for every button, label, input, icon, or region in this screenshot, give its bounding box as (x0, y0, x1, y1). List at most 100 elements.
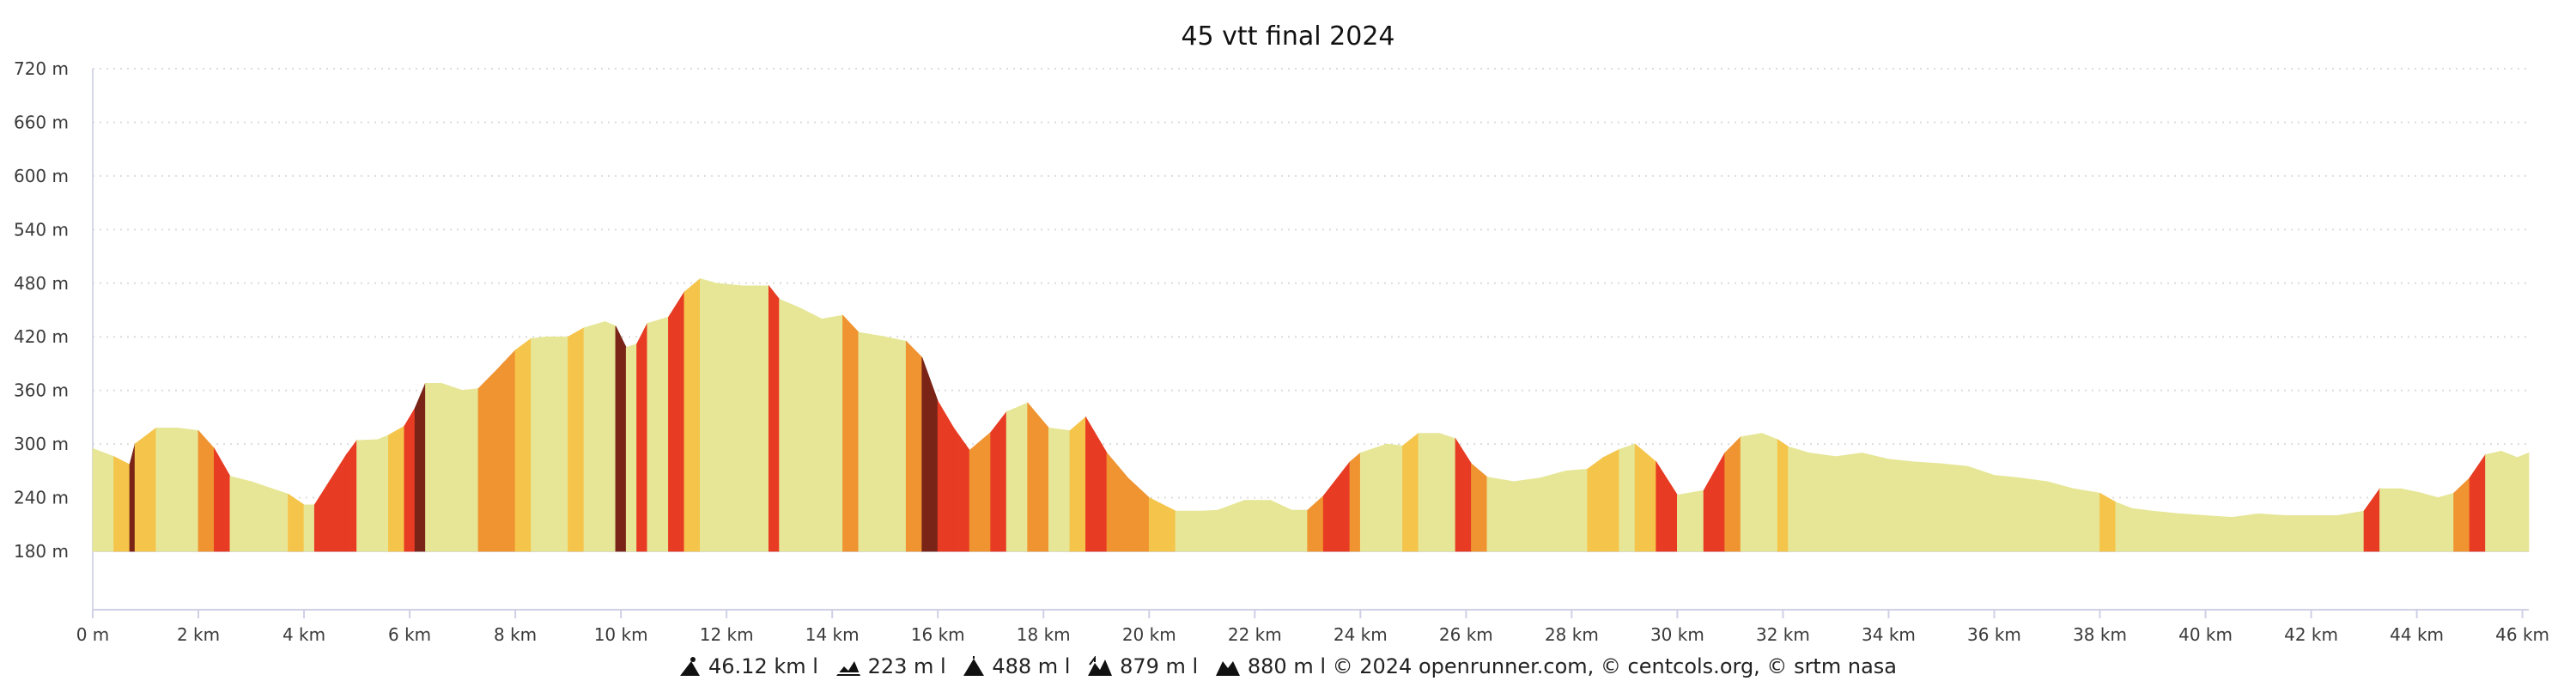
elevation-gain-stat: 879 m l (1087, 654, 1198, 678)
x-tick-label: 26 km (1439, 624, 1493, 645)
y-tick-label: 600 m (14, 166, 69, 186)
elevation-segment (636, 323, 648, 552)
elevation-segment (1106, 452, 1129, 552)
distance-stat: 46.12 km l (679, 654, 818, 678)
elevation-segment (1513, 477, 1540, 552)
chart-title: 45 vtt final 2024 (1181, 21, 1394, 52)
elevation-segment (700, 278, 717, 552)
max-elevation-value: 488 m l (992, 654, 1071, 678)
elevation-segment (1048, 427, 1071, 552)
min-elevation-value: 223 m l (867, 654, 946, 678)
elevation-segment (1967, 465, 1995, 552)
elevation-segment (129, 444, 136, 552)
elevation-segment (768, 284, 781, 552)
x-tick-label: 38 km (2073, 624, 2127, 645)
elevation-segment (1703, 451, 1726, 552)
elevation-segment (2336, 510, 2365, 552)
elevation-segment (921, 357, 939, 552)
elevation-segment (1761, 433, 1778, 552)
y-tick-label: 660 m (14, 112, 69, 132)
elevation-segment (2284, 514, 2312, 552)
x-tick-label: 40 km (2178, 624, 2233, 645)
max-elevation-stat: 488 m l (963, 654, 1070, 678)
distance-icon (680, 657, 701, 676)
x-tick-label: 4 km (283, 624, 325, 645)
elevation-segment (799, 307, 823, 552)
y-tick-label: 540 m (14, 219, 69, 240)
min-elevation-icon (835, 661, 860, 676)
x-tick-label: 28 km (1545, 624, 1599, 645)
elevation-segment (2231, 513, 2259, 552)
elevation-segment (404, 407, 416, 552)
elevation-segment (842, 314, 860, 552)
elevation-segment (1127, 477, 1150, 552)
elevation-segment (1740, 433, 1763, 552)
elevation-segment (1862, 453, 1889, 552)
elevation-segment (1540, 470, 1567, 552)
elevation-segment (715, 283, 744, 552)
y-tick-label: 720 m (14, 58, 69, 79)
elevation-segment (1027, 402, 1049, 552)
x-tick-label: 20 km (1122, 624, 1176, 645)
elevation-segment (2363, 487, 2380, 552)
elevation-segment (356, 439, 379, 552)
x-tick-label: 42 km (2284, 624, 2338, 645)
elevation-segment (2379, 488, 2402, 552)
elevation-area (92, 277, 2530, 552)
x-tick-label: 6 km (388, 624, 431, 645)
elevation-segment (531, 336, 548, 552)
elevation-segment (214, 447, 231, 552)
elevation-segment (2046, 481, 2075, 552)
elevation-segment (1587, 456, 1604, 552)
x-tick-label: 18 km (1017, 624, 1071, 645)
elevation-segment (2421, 492, 2439, 552)
elevation-segment (177, 427, 199, 552)
min-elevation-stat: 223 m l (835, 654, 946, 678)
x-tick-label: 24 km (1334, 624, 1388, 645)
elevation-segment (2257, 513, 2286, 552)
elevation-segment (92, 447, 115, 552)
elevation-segment (134, 427, 157, 552)
elevation-segment (1656, 460, 1678, 552)
elevation-segment (905, 340, 923, 552)
elevation-segment (1349, 452, 1361, 552)
elevation-segment (1777, 439, 1789, 552)
elevation-segment (1418, 433, 1440, 552)
elevation-segment (2400, 488, 2423, 552)
elevation-segment (1565, 468, 1589, 552)
elevation-segment (1439, 433, 1456, 552)
elevation-segment (1455, 437, 1472, 552)
x-tick-label: 0 m (76, 624, 110, 645)
elevation-segment (2020, 477, 2048, 552)
elevation-segment (271, 488, 289, 552)
x-tick-label: 16 km (911, 624, 965, 645)
elevation-segment (1835, 453, 1863, 552)
elevation-segment (953, 427, 970, 552)
elevation-segment (2178, 513, 2206, 552)
elevation-segment (1888, 459, 1916, 552)
elevation-segment (462, 388, 479, 552)
elevation-segment (1471, 463, 1488, 552)
elevation-segment (858, 331, 886, 552)
elevation-segment (197, 429, 215, 552)
elevation-segment (313, 453, 347, 552)
elevation-segment (2099, 492, 2117, 552)
elevation-segment (2437, 492, 2455, 552)
elevation-segment (779, 298, 801, 552)
stats-footer: 46.12 km l 223 m l 488 m l 879 m l 880 m… (0, 654, 2576, 678)
elevation-profile-svg: 45 vtt final 2024 720 m 660 m 600 m 540 m 48… (14, 21, 2549, 645)
elevation-segment (1307, 495, 1324, 552)
elevation-segment (1386, 443, 1403, 552)
elevation-segment (1085, 416, 1108, 552)
elevation-segment (1243, 500, 1272, 552)
elevation-segment (1069, 416, 1086, 552)
elevation-segment (615, 325, 627, 552)
x-axis: 0 m 2 km 4 km 6 km 8 km 10 km 12 km 14 km 16 km 1… (76, 609, 2549, 645)
elevation-segment (1808, 453, 1837, 552)
elevation-segment (647, 316, 669, 552)
elevation-segment (625, 343, 637, 552)
elevation-segment (1359, 443, 1388, 552)
elevation-segment (2073, 488, 2100, 552)
x-tick-label: 14 km (805, 624, 860, 645)
